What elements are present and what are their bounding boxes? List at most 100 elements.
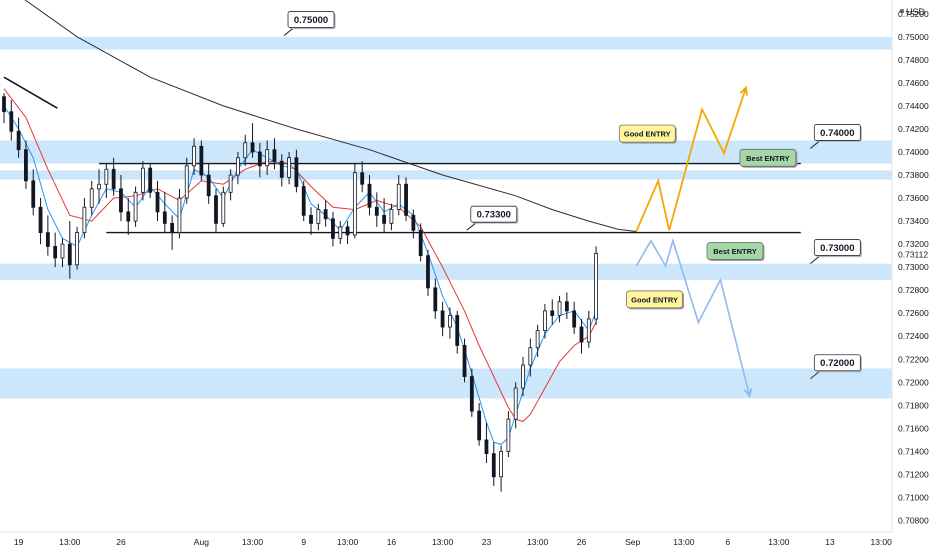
candle-body <box>155 191 160 213</box>
candle-body <box>272 149 277 162</box>
candle-body <box>513 387 518 420</box>
candle-body <box>309 214 313 224</box>
candle <box>360 161 365 193</box>
candle <box>499 445 503 492</box>
candle <box>557 295 562 323</box>
candle-body <box>462 345 467 377</box>
y-axis[interactable]: USD 0.75200 0.75000 0.74800 0.74600 0.74400 0… <box>891 0 932 532</box>
callout-1: 0.74000 <box>810 124 862 149</box>
candle-body <box>38 206 43 234</box>
candle-body <box>433 287 438 312</box>
callout-0: 0.75000 <box>283 11 336 36</box>
candle <box>550 299 555 325</box>
candle <box>104 163 109 199</box>
candle-body <box>543 310 547 331</box>
candle <box>228 169 233 201</box>
y-tick-label: 0.72800 <box>898 285 929 295</box>
candle-body <box>323 209 328 220</box>
candle <box>133 186 138 227</box>
candle-body <box>53 246 58 259</box>
candle-body <box>535 330 540 349</box>
callout-box <box>287 11 335 28</box>
annotations: 0.75000 0.74000 0.73300 0.73000 0.72000 Good … <box>283 11 862 380</box>
callout-2: 0.73300 <box>466 205 519 231</box>
candle <box>594 246 599 325</box>
candle <box>528 338 533 377</box>
x-tick-label: 13:00 <box>673 537 695 547</box>
candle <box>236 152 240 185</box>
candle-body <box>67 243 72 266</box>
trendline <box>3 76 58 109</box>
candle <box>119 175 123 222</box>
x-tick-label: 6 <box>725 537 730 547</box>
candle <box>440 301 445 337</box>
callout-box <box>470 205 518 223</box>
x-tick-label: 13:00 <box>337 537 359 547</box>
candle <box>272 138 277 170</box>
candle <box>367 175 372 216</box>
candle <box>323 200 328 227</box>
candle-body <box>301 186 306 216</box>
entry-note-box <box>739 148 797 167</box>
candle <box>148 163 153 199</box>
candle-body <box>491 453 496 478</box>
candle <box>45 215 50 256</box>
candle-body <box>338 226 343 239</box>
candle-body <box>16 130 21 151</box>
entry-note-box <box>626 290 683 309</box>
current-price-label: 0.73112 <box>898 249 928 259</box>
x-tick-label: 13:00 <box>871 537 893 547</box>
y-tick-label: 0.73400 <box>898 216 929 226</box>
candle <box>491 442 496 486</box>
y-tick-label: 0.72000 <box>898 377 929 387</box>
candle-body <box>214 195 218 224</box>
projection-down-line <box>635 237 751 397</box>
candle-body <box>104 168 109 185</box>
candle <box>418 223 423 262</box>
candle <box>404 177 408 222</box>
y-tick-label: 0.71000 <box>898 492 929 502</box>
candle-body <box>126 211 131 222</box>
candle-body <box>236 157 240 176</box>
candle-body <box>586 318 591 343</box>
candle-body <box>75 232 79 266</box>
candle-body <box>484 439 489 455</box>
zone-2 <box>0 170 892 180</box>
candle-body <box>506 418 511 452</box>
candle-body <box>148 167 153 193</box>
candle <box>309 207 313 235</box>
candle-body <box>265 149 270 167</box>
candle <box>67 221 72 279</box>
candle <box>60 238 65 268</box>
x-axis[interactable]: 19 13:00 26 Aug 13:00 9 13:00 16 13:00 23 13:00 26 S… <box>0 531 893 547</box>
candle <box>411 209 416 239</box>
projection-up-arrow <box>739 85 748 96</box>
candle-body <box>162 211 167 224</box>
candle <box>53 232 58 268</box>
callout-box <box>813 239 861 256</box>
x-tick-label: 19 <box>14 537 24 547</box>
candle-body <box>404 183 408 216</box>
candle <box>38 198 43 245</box>
candle-body <box>170 222 175 234</box>
entry-note-box <box>706 242 764 260</box>
candle-body <box>89 188 94 208</box>
candle <box>82 198 87 239</box>
zones <box>0 36 892 399</box>
candle <box>331 211 335 247</box>
candle-body <box>60 243 65 259</box>
candle-body <box>418 229 423 257</box>
callout-label: 0.73000 <box>820 243 854 254</box>
candle <box>374 192 379 227</box>
candle-body <box>440 310 445 328</box>
candle-body <box>448 315 452 328</box>
candle <box>2 93 6 124</box>
candle-body <box>521 364 525 389</box>
candle <box>535 324 540 357</box>
x-tick-label: Sep <box>625 537 640 547</box>
candle-body <box>572 310 577 328</box>
candle-body <box>564 301 569 312</box>
candle-body <box>352 172 357 236</box>
candle <box>506 411 511 458</box>
